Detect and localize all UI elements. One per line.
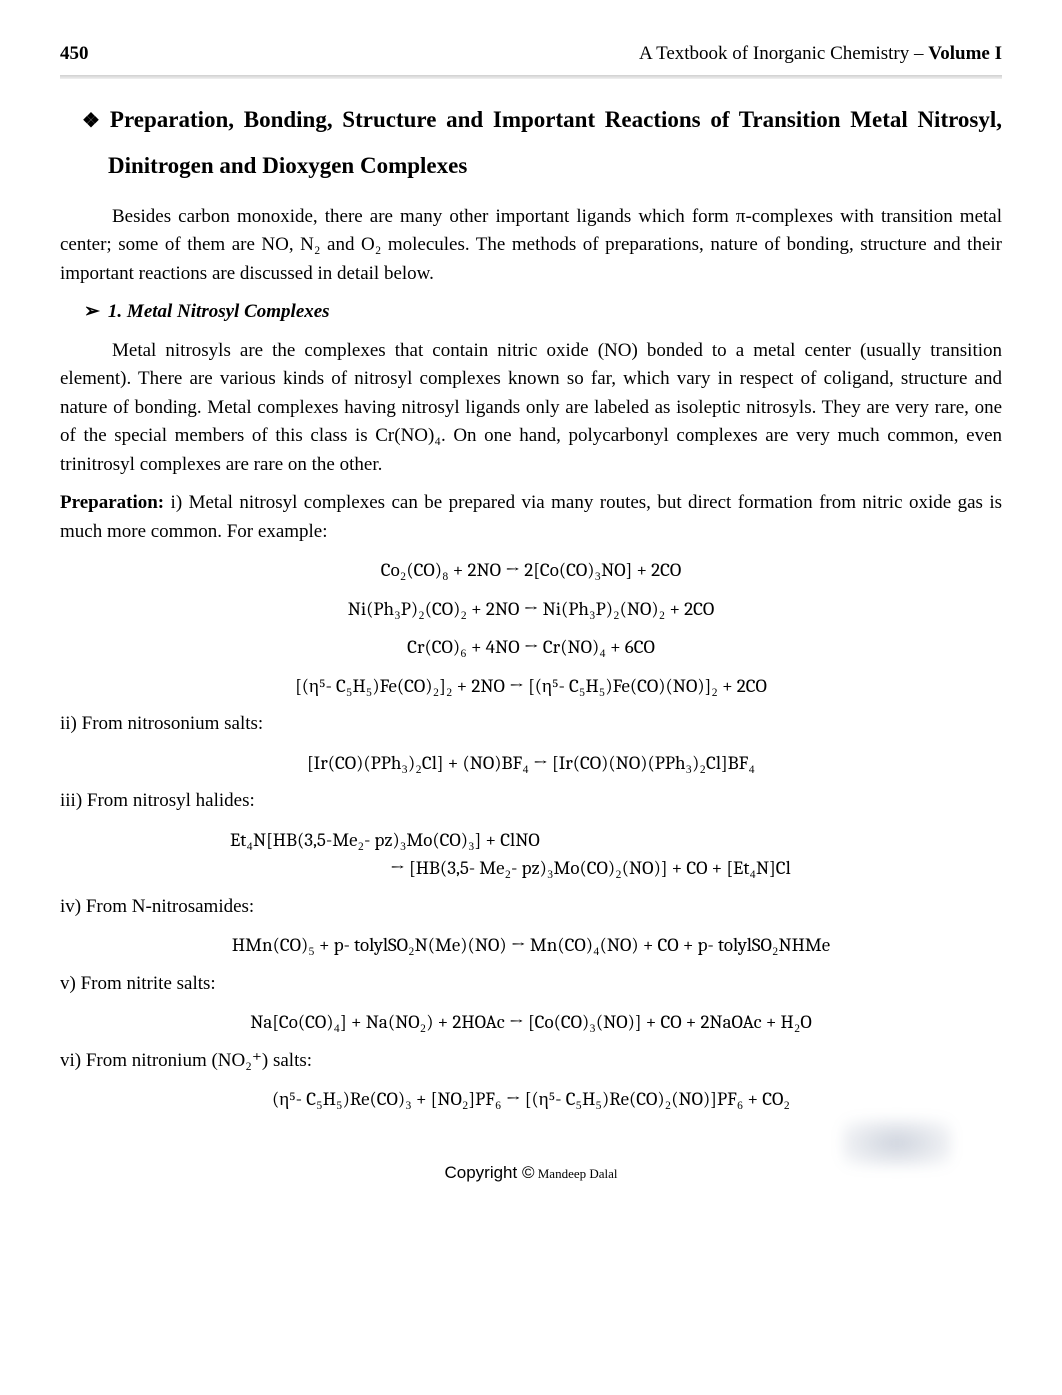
equation-i-2: Ni(Ph₃P)₂(CO)₂ + 2NO → Ni(Ph₃P)₂(NO)₂ + … [60, 595, 1002, 624]
item-iii-label: iii) From nitrosyl halides: [60, 787, 1002, 816]
author-name: Mandeep Dalal [534, 1166, 617, 1181]
watermark-logo [842, 1119, 952, 1167]
equation-i-1: Co₂(CO)₈ + 2NO → 2[Co(CO)₃NO] + 2CO [60, 556, 1002, 585]
preparation-label: Preparation: [60, 492, 164, 513]
equation-iii-line1: Et₄N[HB(3,5-Me₂- pz)₃Mo(CO)₃] + ClNO [230, 829, 540, 851]
equation-i-3: Cr(CO)₆ + 4NO → Cr(NO)₄ + 6CO [60, 633, 1002, 662]
item-v-label: v) From nitrite salts: [60, 970, 1002, 999]
equation-vi: (η⁵- C₅H₅)Re(CO)₃ + [NO₂]PF₆ → [(η⁵- C₅H… [60, 1085, 1002, 1114]
header-divider [60, 75, 1002, 79]
equation-iv: HMn(CO)₅ + p- tolylSO₂N(Me)(NO) → Mn(CO)… [60, 931, 1002, 960]
item-ii-label: ii) From nitrosonium salts: [60, 710, 1002, 739]
section-title-text: Preparation, Bonding, Structure and Impo… [108, 107, 1002, 178]
nitrosyl-paragraph: Metal nitrosyls are the complexes that c… [60, 337, 1002, 480]
page-header: 450 A Textbook of Inorganic Chemistry – … [60, 40, 1002, 69]
equation-ii: [Ir(CO)(PPh₃)₂Cl] + (NO)BF₄ → [Ir(CO)(NO… [60, 749, 1002, 778]
preparation-lead: Preparation: i) Metal nitrosyl complexes… [60, 489, 1002, 546]
intro-paragraph: Besides carbon monoxide, there are many … [60, 203, 1002, 289]
volume-label: Volume I [928, 43, 1002, 64]
copyright-label: Copyright © [444, 1163, 534, 1182]
section-heading: ❖Preparation, Bonding, Structure and Imp… [60, 97, 1002, 189]
item-iv-label: iv) From N-nitrosamides: [60, 893, 1002, 922]
diamond-bullet-icon: ❖ [82, 110, 110, 132]
subheading-text: 1. Metal Nitrosyl Complexes [108, 301, 330, 322]
book-title: A Textbook of Inorganic Chemistry – Volu… [639, 40, 1002, 69]
preparation-text: i) Metal nitrosyl complexes can be prepa… [60, 492, 1002, 542]
page-number: 450 [60, 40, 89, 69]
item-vi-label: vi) From nitronium (NO₂⁺) salts: [60, 1047, 1002, 1076]
arrow-bullet-icon: ➢ [84, 301, 108, 322]
equation-iii: Et₄N[HB(3,5-Me₂- pz)₃Mo(CO)₃] + ClNO → [… [60, 826, 1002, 883]
equation-i-4: [(η⁵- C₅H₅)Fe(CO)₂]₂ + 2NO → [(η⁵- C₅H₅)… [60, 672, 1002, 701]
book-title-prefix: A Textbook of Inorganic Chemistry – [639, 43, 928, 64]
equation-iii-line2: → [HB(3,5- Me₂- pz)₃Mo(CO)₂(NO)] + CO + … [230, 854, 1002, 883]
subheading-nitrosyl: ➢1. Metal Nitrosyl Complexes [84, 298, 1002, 327]
equation-v: Na[Co(CO)₄] + Na(NO₂) + 2HOAc → [Co(CO)₃… [60, 1008, 1002, 1037]
